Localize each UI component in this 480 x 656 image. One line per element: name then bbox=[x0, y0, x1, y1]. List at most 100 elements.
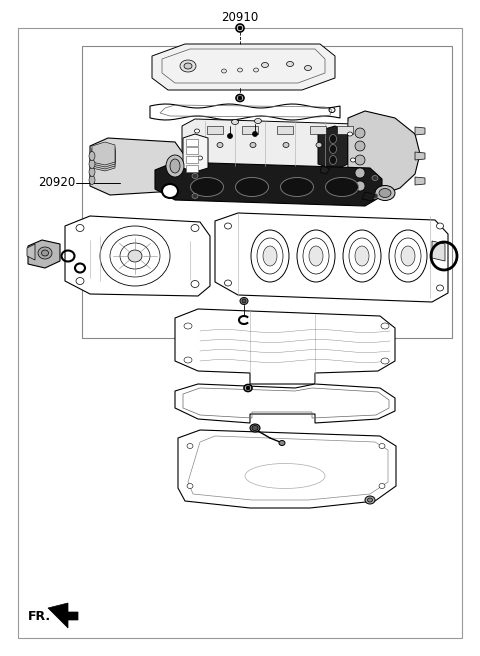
Polygon shape bbox=[362, 192, 375, 201]
Polygon shape bbox=[155, 162, 382, 206]
Ellipse shape bbox=[89, 176, 95, 184]
Ellipse shape bbox=[225, 280, 231, 286]
Ellipse shape bbox=[283, 142, 289, 148]
Ellipse shape bbox=[250, 424, 260, 432]
Ellipse shape bbox=[325, 178, 359, 197]
Ellipse shape bbox=[263, 246, 277, 266]
Polygon shape bbox=[92, 148, 115, 171]
Ellipse shape bbox=[238, 68, 242, 72]
Ellipse shape bbox=[184, 63, 192, 69]
Ellipse shape bbox=[436, 285, 444, 291]
Ellipse shape bbox=[252, 131, 257, 136]
Ellipse shape bbox=[187, 443, 193, 449]
Ellipse shape bbox=[297, 230, 335, 282]
Ellipse shape bbox=[191, 281, 199, 287]
Polygon shape bbox=[318, 126, 348, 170]
Polygon shape bbox=[415, 152, 425, 160]
Ellipse shape bbox=[236, 24, 244, 32]
Ellipse shape bbox=[242, 299, 246, 303]
Polygon shape bbox=[27, 244, 35, 260]
Ellipse shape bbox=[89, 152, 95, 161]
Polygon shape bbox=[320, 166, 330, 174]
Ellipse shape bbox=[379, 483, 385, 489]
Ellipse shape bbox=[236, 94, 244, 102]
Ellipse shape bbox=[355, 155, 365, 165]
Polygon shape bbox=[242, 126, 258, 134]
Ellipse shape bbox=[355, 128, 365, 138]
Text: 20910: 20910 bbox=[221, 11, 259, 24]
Ellipse shape bbox=[225, 223, 231, 229]
Polygon shape bbox=[415, 177, 425, 185]
Polygon shape bbox=[215, 213, 448, 302]
Ellipse shape bbox=[221, 69, 227, 73]
Polygon shape bbox=[175, 384, 395, 423]
Ellipse shape bbox=[375, 186, 395, 201]
Ellipse shape bbox=[251, 230, 289, 282]
Polygon shape bbox=[432, 241, 445, 261]
Ellipse shape bbox=[89, 159, 95, 169]
Ellipse shape bbox=[355, 168, 365, 178]
Ellipse shape bbox=[389, 230, 427, 282]
Ellipse shape bbox=[38, 247, 52, 259]
Ellipse shape bbox=[279, 440, 285, 445]
Polygon shape bbox=[182, 119, 360, 169]
Ellipse shape bbox=[372, 176, 378, 180]
Polygon shape bbox=[186, 139, 198, 146]
Ellipse shape bbox=[162, 184, 178, 198]
Polygon shape bbox=[348, 111, 420, 196]
Ellipse shape bbox=[217, 142, 223, 148]
Ellipse shape bbox=[180, 60, 196, 72]
Ellipse shape bbox=[166, 155, 184, 177]
Ellipse shape bbox=[381, 323, 389, 329]
Ellipse shape bbox=[401, 246, 415, 266]
Ellipse shape bbox=[257, 238, 283, 274]
Ellipse shape bbox=[192, 173, 198, 178]
Ellipse shape bbox=[252, 426, 258, 430]
Ellipse shape bbox=[329, 155, 336, 165]
Ellipse shape bbox=[191, 178, 224, 197]
Ellipse shape bbox=[372, 194, 378, 199]
Polygon shape bbox=[415, 127, 425, 135]
Text: 20920: 20920 bbox=[38, 176, 75, 190]
Polygon shape bbox=[92, 144, 115, 167]
Ellipse shape bbox=[329, 144, 336, 154]
Ellipse shape bbox=[303, 238, 329, 274]
Text: FR.: FR. bbox=[28, 609, 51, 623]
Ellipse shape bbox=[238, 96, 242, 100]
Ellipse shape bbox=[240, 298, 248, 304]
Polygon shape bbox=[186, 147, 198, 154]
Ellipse shape bbox=[436, 223, 444, 229]
Ellipse shape bbox=[379, 188, 391, 197]
Ellipse shape bbox=[395, 238, 421, 274]
Ellipse shape bbox=[304, 66, 312, 70]
Ellipse shape bbox=[250, 142, 256, 148]
Ellipse shape bbox=[349, 238, 375, 274]
Ellipse shape bbox=[76, 277, 84, 285]
Ellipse shape bbox=[184, 323, 192, 329]
Polygon shape bbox=[178, 430, 396, 508]
Polygon shape bbox=[48, 603, 78, 628]
Polygon shape bbox=[183, 134, 208, 172]
Ellipse shape bbox=[355, 141, 365, 151]
Polygon shape bbox=[310, 126, 326, 134]
Polygon shape bbox=[207, 126, 223, 134]
Ellipse shape bbox=[253, 68, 259, 72]
Ellipse shape bbox=[309, 246, 323, 266]
Ellipse shape bbox=[197, 156, 203, 160]
Ellipse shape bbox=[329, 134, 336, 144]
Ellipse shape bbox=[368, 498, 372, 502]
Ellipse shape bbox=[76, 224, 84, 232]
Polygon shape bbox=[152, 44, 335, 90]
Bar bbox=[82, 46, 452, 338]
Ellipse shape bbox=[254, 119, 262, 123]
Polygon shape bbox=[90, 138, 185, 195]
Ellipse shape bbox=[379, 443, 385, 449]
Ellipse shape bbox=[170, 159, 180, 173]
Polygon shape bbox=[150, 104, 340, 120]
Ellipse shape bbox=[244, 384, 252, 392]
Polygon shape bbox=[277, 126, 293, 134]
Ellipse shape bbox=[231, 119, 239, 125]
Ellipse shape bbox=[192, 194, 198, 199]
Ellipse shape bbox=[238, 26, 242, 30]
Ellipse shape bbox=[187, 483, 193, 489]
